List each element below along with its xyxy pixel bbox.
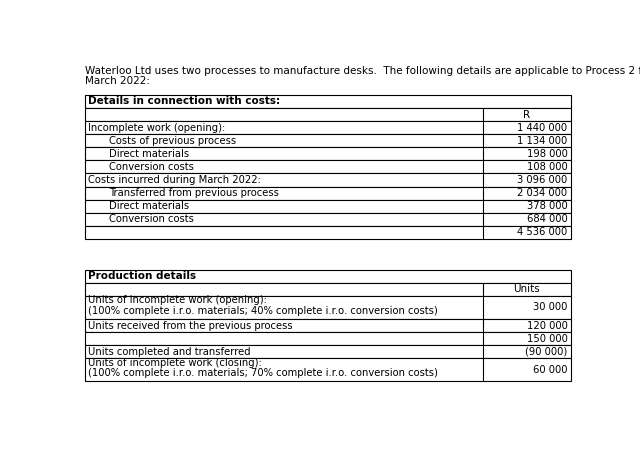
- Bar: [85, 283, 571, 296]
- Text: (100% complete i.r.o. materials; 40% complete i.r.o. conversion costs): (100% complete i.r.o. materials; 40% com…: [88, 306, 438, 315]
- Text: 684 000: 684 000: [527, 214, 568, 224]
- Text: March 2022:: March 2022:: [85, 77, 150, 86]
- Text: 378 000: 378 000: [527, 201, 568, 211]
- Text: Units: Units: [513, 284, 540, 294]
- Text: Conversion costs: Conversion costs: [109, 214, 195, 224]
- Text: 4 536 000: 4 536 000: [517, 227, 568, 237]
- Text: (90 000): (90 000): [525, 347, 568, 357]
- Text: Units of incomplete work (opening):: Units of incomplete work (opening):: [88, 296, 267, 306]
- Text: 2 034 000: 2 034 000: [517, 188, 568, 198]
- Text: Details in connection with costs:: Details in connection with costs:: [88, 96, 280, 106]
- Bar: [85, 108, 571, 121]
- Text: Costs of previous process: Costs of previous process: [109, 136, 237, 146]
- Text: 108 000: 108 000: [527, 162, 568, 172]
- Text: Costs incurred during March 2022:: Costs incurred during March 2022:: [88, 175, 260, 185]
- Text: Direct materials: Direct materials: [109, 149, 189, 159]
- Text: 1 134 000: 1 134 000: [517, 136, 568, 146]
- Text: Transferred from previous process: Transferred from previous process: [109, 188, 279, 198]
- Bar: [85, 270, 571, 283]
- Text: 150 000: 150 000: [527, 334, 568, 344]
- Text: 1 440 000: 1 440 000: [517, 123, 568, 133]
- Text: Units completed and transferred: Units completed and transferred: [88, 347, 250, 357]
- Bar: [85, 296, 571, 319]
- Text: R: R: [524, 110, 531, 119]
- Text: Conversion costs: Conversion costs: [109, 162, 195, 172]
- Text: Production details: Production details: [88, 271, 196, 281]
- Text: Incomplete work (opening):: Incomplete work (opening):: [88, 123, 225, 133]
- Text: 30 000: 30 000: [533, 302, 568, 313]
- Bar: [85, 134, 571, 147]
- Text: 120 000: 120 000: [527, 321, 568, 330]
- Bar: [85, 121, 571, 134]
- Bar: [85, 187, 571, 200]
- Bar: [85, 200, 571, 213]
- Text: Direct materials: Direct materials: [109, 201, 189, 211]
- Text: 3 096 000: 3 096 000: [517, 175, 568, 185]
- Bar: [85, 319, 571, 332]
- Bar: [85, 213, 571, 226]
- Text: 198 000: 198 000: [527, 149, 568, 159]
- Bar: [85, 173, 571, 187]
- Text: Waterloo Ltd uses two processes to manufacture desks.  The following details are: Waterloo Ltd uses two processes to manuf…: [85, 66, 640, 76]
- Bar: [85, 147, 571, 160]
- Text: Units of incomplete work (closing):: Units of incomplete work (closing):: [88, 358, 262, 368]
- Bar: [85, 358, 571, 381]
- Bar: [85, 160, 571, 173]
- Bar: [85, 226, 571, 239]
- Bar: [85, 345, 571, 358]
- Bar: [85, 95, 571, 108]
- Text: 60 000: 60 000: [533, 365, 568, 375]
- Text: Units received from the previous process: Units received from the previous process: [88, 321, 292, 330]
- Text: (100% complete i.r.o. materials; 70% complete i.r.o. conversion costs): (100% complete i.r.o. materials; 70% com…: [88, 368, 438, 378]
- Bar: [85, 332, 571, 345]
